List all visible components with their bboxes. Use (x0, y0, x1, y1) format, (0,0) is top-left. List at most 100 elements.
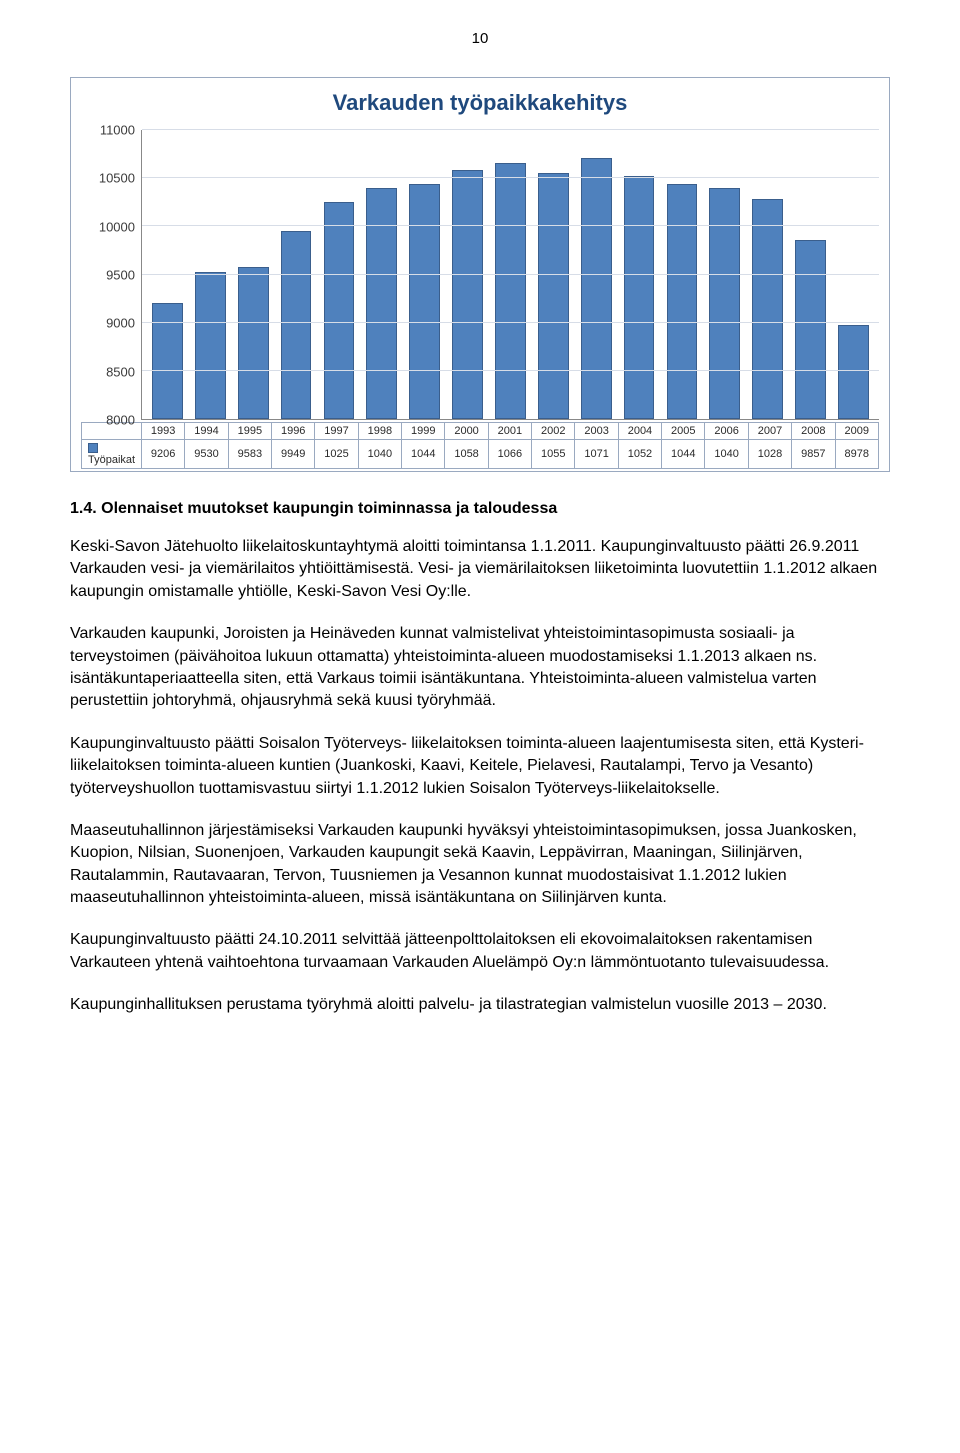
bar-slot (618, 130, 661, 419)
y-tick-label: 8000 (106, 413, 135, 428)
year-cell: 1996 (272, 423, 315, 440)
value-cell: 9530 (185, 440, 228, 469)
year-cell: 2004 (618, 423, 661, 440)
value-cell: 1040 (705, 440, 748, 469)
bar-slot (146, 130, 189, 419)
bar-slot (575, 130, 618, 419)
bar (281, 231, 312, 419)
body-paragraph: Kaupunginvaltuusto päätti 24.10.2011 sel… (70, 929, 890, 974)
year-cell: 2007 (748, 423, 791, 440)
chart-plot (141, 130, 879, 420)
bar-slot (661, 130, 704, 419)
bar (795, 240, 826, 419)
legend-swatch-icon (88, 443, 98, 453)
bar-slot (275, 130, 318, 419)
y-tick-label: 10500 (99, 171, 135, 186)
year-cell: 1999 (402, 423, 445, 440)
bar (667, 184, 698, 419)
bar (538, 173, 569, 419)
bar (238, 267, 269, 419)
chart-y-axis: 8000850090009500100001050011000 (81, 130, 141, 420)
bar (452, 170, 483, 419)
year-cell: 2003 (575, 423, 618, 440)
chart-plot-area: 8000850090009500100001050011000 (81, 130, 879, 420)
value-cell: 1071 (575, 440, 618, 469)
year-cell: 2001 (488, 423, 531, 440)
y-tick-label: 9500 (106, 268, 135, 283)
year-cell: 2009 (835, 423, 879, 440)
body-paragraph: Maaseutuhallinnon järjestämiseksi Varkau… (70, 820, 890, 910)
bar (624, 176, 655, 419)
value-cell: 1040 (358, 440, 401, 469)
year-cell: 1993 (142, 423, 185, 440)
bar-slot (189, 130, 232, 419)
chart-years-row: 1993199419951996199719981999200020012002… (82, 423, 879, 440)
value-cell: 1052 (618, 440, 661, 469)
body-paragraph: Varkauden kaupunki, Joroisten ja Heinäve… (70, 623, 890, 713)
body-paragraph: Keski-Savon Jätehuolto liikelaitoskuntay… (70, 536, 890, 603)
bar-slot (232, 130, 275, 419)
year-cell: 1998 (358, 423, 401, 440)
year-cell: 1997 (315, 423, 358, 440)
value-cell: 1058 (445, 440, 488, 469)
year-cell: 2005 (662, 423, 705, 440)
bar-slot (832, 130, 875, 419)
bar-slot (403, 130, 446, 419)
bar-slot (703, 130, 746, 419)
bar-slot (746, 130, 789, 419)
grid-line (142, 322, 879, 323)
bar (495, 163, 526, 419)
y-tick-label: 10000 (99, 219, 135, 234)
bar (709, 188, 740, 419)
bar (752, 199, 783, 419)
body-text: Keski-Savon Jätehuolto liikelaitoskuntay… (70, 536, 890, 1017)
y-tick-label: 9000 (106, 316, 135, 331)
year-cell: 2000 (445, 423, 488, 440)
grid-line (142, 129, 879, 130)
value-cell: 1025 (315, 440, 358, 469)
bar-slot (360, 130, 403, 419)
bar (581, 158, 612, 419)
chart-values-row-label: Työpaikat (82, 440, 142, 469)
value-cell: 9949 (272, 440, 315, 469)
grid-line (142, 225, 879, 226)
bar (409, 184, 440, 419)
value-cell: 8978 (835, 440, 879, 469)
value-cell: 9857 (792, 440, 835, 469)
grid-line (142, 177, 879, 178)
year-cell: 2008 (792, 423, 835, 440)
value-cell: 9583 (228, 440, 271, 469)
bar (152, 303, 183, 419)
body-paragraph: Kaupunginvaltuusto päätti Soisalon Työte… (70, 733, 890, 800)
chart-values-row: Työpaikat 920695309583994910251040104410… (82, 440, 879, 469)
chart-series-name: Työpaikat (88, 454, 135, 466)
chart-bars (142, 130, 879, 419)
chart-data-table: 1993199419951996199719981999200020012002… (81, 422, 879, 469)
bar-slot (789, 130, 832, 419)
value-cell: 1044 (662, 440, 705, 469)
bar (324, 202, 355, 419)
page-number: 10 (70, 30, 890, 47)
bar (195, 272, 226, 419)
year-cell: 2002 (532, 423, 575, 440)
value-cell: 9206 (142, 440, 185, 469)
body-paragraph: Kaupunginhallituksen perustama työryhmä … (70, 994, 890, 1016)
y-tick-label: 11000 (100, 123, 135, 138)
grid-line (142, 274, 879, 275)
value-cell: 1055 (532, 440, 575, 469)
year-cell: 2006 (705, 423, 748, 440)
bar (838, 325, 869, 419)
bar-slot (489, 130, 532, 419)
grid-line (142, 370, 879, 371)
bar-chart-container: Varkauden työpaikkakehitys 8000 8500 9000 9… (70, 77, 890, 472)
year-cell: 1995 (228, 423, 271, 440)
section-heading: 1.4. Olennaiset muutokset kaupungin toim… (70, 500, 890, 518)
bar-slot (446, 130, 489, 419)
value-cell: 1044 (402, 440, 445, 469)
bar-slot (318, 130, 361, 419)
document-page: 10 Varkauden työpaikkakehitys 8000 8500 90… (0, 0, 960, 1097)
y-tick-label: 8500 (106, 364, 135, 379)
value-cell: 1028 (748, 440, 791, 469)
chart-title: Varkauden työpaikkakehitys (81, 90, 879, 116)
bar-slot (532, 130, 575, 419)
